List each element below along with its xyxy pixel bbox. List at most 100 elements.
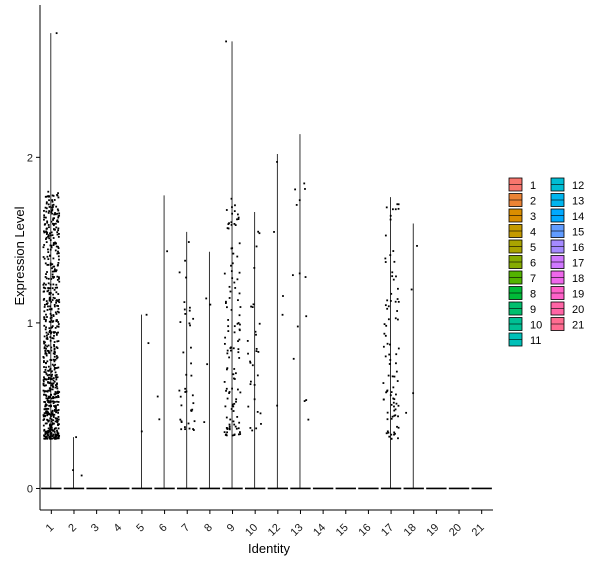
jitter-point bbox=[51, 388, 54, 391]
jitter-point bbox=[237, 322, 240, 324]
points-12 bbox=[273, 161, 284, 407]
jitter-point bbox=[48, 293, 51, 296]
jitter-point bbox=[393, 414, 396, 417]
jitter-point bbox=[291, 274, 294, 277]
jitter-point bbox=[47, 400, 50, 402]
jitter-point bbox=[43, 390, 46, 393]
jitter-point bbox=[238, 242, 241, 245]
jitter-point bbox=[396, 203, 399, 206]
jitter-point bbox=[46, 263, 49, 266]
jitter-point bbox=[43, 282, 46, 285]
jitter-point bbox=[233, 281, 236, 284]
jitter-point bbox=[57, 235, 60, 238]
x-tick-label: 5 bbox=[134, 522, 147, 535]
x-tick-label: 20 bbox=[447, 522, 464, 539]
jitter-point bbox=[56, 400, 58, 403]
jitter-point bbox=[232, 410, 235, 412]
jitter-point bbox=[50, 244, 53, 247]
jitter-point bbox=[44, 394, 47, 396]
jitter-point bbox=[237, 351, 240, 354]
jitter-point bbox=[44, 435, 47, 438]
jitter-point bbox=[44, 433, 47, 436]
jitter-point bbox=[224, 336, 227, 339]
violin-17 bbox=[380, 197, 402, 490]
jitter-point bbox=[395, 353, 398, 356]
jitter-point bbox=[46, 374, 49, 377]
jitter-point bbox=[55, 205, 58, 208]
jitter-point bbox=[47, 431, 50, 434]
jitter-point bbox=[52, 276, 55, 279]
jitter-point bbox=[54, 222, 57, 225]
jitter-point bbox=[230, 346, 232, 349]
jitter-point bbox=[50, 332, 52, 335]
jitter-point bbox=[55, 291, 58, 294]
jitter-point bbox=[233, 325, 236, 328]
jitter-point bbox=[43, 340, 45, 343]
legend-item-13: 13 bbox=[550, 193, 584, 208]
jitter-point bbox=[307, 418, 310, 421]
jitter-point bbox=[54, 405, 57, 408]
jitter-point bbox=[52, 237, 55, 239]
jitter-point bbox=[394, 300, 397, 303]
jitter-point bbox=[180, 420, 183, 423]
jitter-point bbox=[54, 331, 56, 334]
jitter-point bbox=[50, 437, 52, 440]
jitter-point bbox=[42, 382, 45, 385]
jitter-point bbox=[46, 345, 49, 348]
x-tick-label: 1 bbox=[44, 522, 57, 535]
jitter-point bbox=[46, 316, 48, 318]
jitter-point bbox=[52, 382, 55, 385]
jitter-point bbox=[188, 309, 191, 312]
jitter-point bbox=[178, 389, 181, 392]
jitter-point bbox=[42, 298, 45, 301]
jitter-point bbox=[58, 276, 60, 279]
jitter-point bbox=[47, 282, 50, 285]
jitter-point bbox=[49, 405, 52, 408]
jitter-point bbox=[50, 278, 53, 280]
jitter-point bbox=[51, 363, 54, 366]
jitter-point bbox=[51, 267, 53, 270]
jitter-point bbox=[53, 303, 56, 306]
jitter-point bbox=[51, 325, 54, 328]
jitter-point bbox=[249, 361, 252, 364]
jitter-point bbox=[45, 207, 48, 210]
jitter-point bbox=[45, 366, 47, 369]
jitter-point bbox=[298, 272, 301, 275]
jitter-point bbox=[43, 378, 46, 380]
jitter-point bbox=[57, 416, 60, 418]
jitter-point bbox=[184, 426, 186, 428]
jitter-point bbox=[54, 311, 57, 314]
legend-item-21: 21 bbox=[550, 317, 584, 332]
jitter-point bbox=[43, 376, 45, 379]
jitter-point bbox=[52, 377, 55, 380]
jitter-point bbox=[49, 317, 52, 320]
jitter-point bbox=[282, 295, 284, 297]
jitter-point bbox=[45, 303, 48, 305]
jitter-point bbox=[45, 410, 48, 413]
jitter-point bbox=[382, 398, 385, 401]
jitter-point bbox=[56, 208, 59, 211]
jitter-point bbox=[392, 386, 395, 389]
jitter-point bbox=[43, 335, 46, 338]
jitter-point bbox=[54, 363, 57, 366]
jitter-point bbox=[254, 330, 257, 333]
jitter-point bbox=[52, 379, 55, 382]
x-tick-label: 21 bbox=[470, 522, 487, 539]
jitter-point bbox=[192, 428, 194, 430]
jitter-point bbox=[230, 224, 233, 226]
jitter-point bbox=[55, 427, 57, 430]
jitter-point bbox=[156, 395, 159, 398]
jitter-point bbox=[387, 318, 390, 321]
jitter-point bbox=[52, 293, 54, 296]
jitter-point bbox=[49, 312, 52, 315]
jitter-point bbox=[48, 351, 50, 353]
jitter-point bbox=[386, 299, 389, 302]
jitter-point bbox=[44, 287, 47, 290]
jitter-point bbox=[230, 309, 233, 311]
jitter-point bbox=[55, 367, 58, 369]
jitter-point bbox=[57, 423, 59, 426]
jitter-point bbox=[305, 315, 308, 318]
jitter-point bbox=[52, 217, 55, 220]
jitter-point bbox=[255, 333, 257, 336]
